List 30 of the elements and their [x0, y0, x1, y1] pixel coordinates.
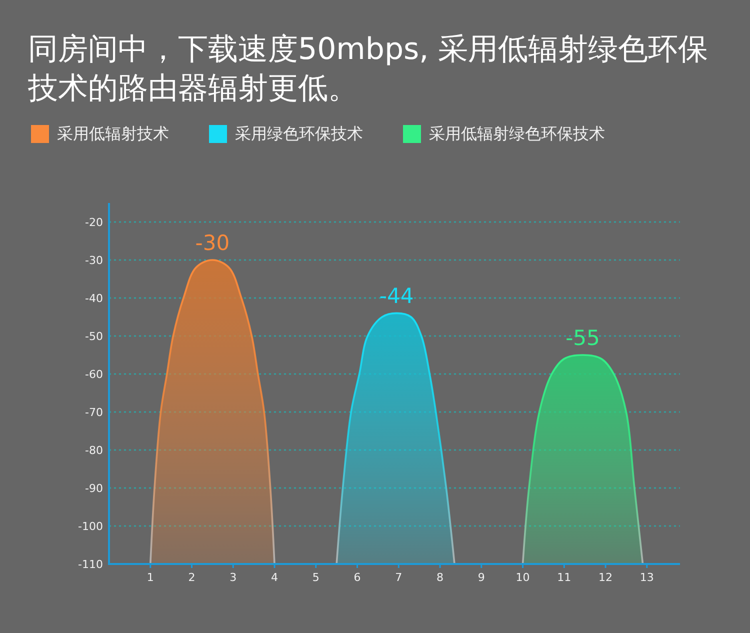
y-tick-label: -90: [85, 482, 103, 495]
y-tick-label: -20: [85, 216, 103, 229]
y-tick-label: -40: [85, 292, 103, 305]
y-tick-label: -60: [85, 368, 103, 381]
y-tick-label: -70: [85, 406, 103, 419]
legend-label: 采用绿色环保技术: [235, 123, 363, 145]
x-tick-label: 13: [640, 571, 654, 584]
y-tick-label: -100: [78, 520, 103, 533]
x-tick-label: 2: [188, 571, 196, 584]
y-tick-label: -80: [85, 444, 103, 457]
legend-label: 采用低辐射绿色环保技术: [429, 123, 605, 145]
y-tick-label: -30: [85, 254, 103, 267]
x-tick-label: 7: [395, 571, 402, 584]
x-tick-label: 6: [354, 571, 361, 584]
x-tick-label: 4: [271, 571, 278, 584]
legend-label: 采用低辐射技术: [57, 123, 169, 145]
data-label: -30: [195, 231, 230, 255]
data-label: -44: [379, 284, 414, 308]
x-tick-label: 1: [146, 571, 154, 584]
x-tick-label: 8: [436, 571, 444, 584]
y-tick-label: -110: [78, 558, 103, 571]
x-tick-label: 3: [230, 571, 237, 584]
x-tick-label: 11: [557, 571, 572, 584]
chart-title: 同房间中，下载速度50mbps, 采用低辐射绿色环保技术的路由器辐射更低。: [28, 31, 710, 108]
x-tick-label: 5: [312, 571, 320, 584]
data-label: -55: [566, 326, 600, 350]
y-tick-label: -50: [85, 330, 103, 343]
x-tick-label: 9: [478, 571, 485, 584]
x-tick-label: 12: [598, 571, 613, 584]
x-tick-label: 10: [516, 571, 530, 584]
